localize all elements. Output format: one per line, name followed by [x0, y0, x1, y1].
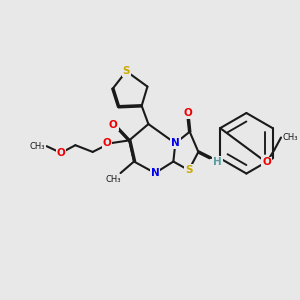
- Text: S: S: [122, 66, 130, 76]
- Text: CH₃: CH₃: [30, 142, 45, 151]
- Text: O: O: [109, 120, 118, 130]
- Text: O: O: [57, 148, 65, 158]
- Text: O: O: [103, 138, 112, 148]
- Text: CH₃: CH₃: [282, 133, 298, 142]
- Text: O: O: [183, 109, 192, 118]
- Text: CH₃: CH₃: [105, 175, 121, 184]
- Text: S: S: [185, 165, 193, 175]
- Text: O: O: [262, 158, 271, 167]
- Text: H: H: [213, 157, 222, 166]
- Text: N: N: [151, 168, 160, 178]
- Text: N: N: [171, 138, 180, 148]
